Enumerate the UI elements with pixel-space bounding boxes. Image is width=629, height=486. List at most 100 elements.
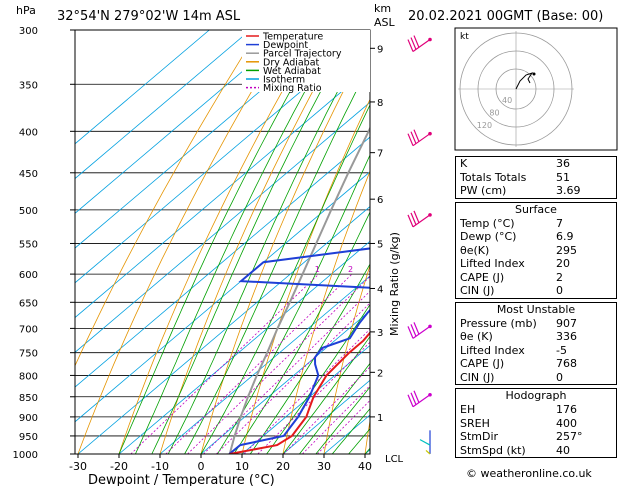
surface-cin-label: CIN (J) [460,284,495,297]
pressure-tick-label: 650 [19,298,38,309]
pressure-tick-label: 300 [19,26,38,37]
mu-theta-value: 336 [556,330,577,343]
isotherm-line [75,32,370,284]
mu-cape-label: CAPE (J) [460,357,505,370]
location-title: 32°54'N 279°02'W 14m ASL [57,9,241,24]
isotherm-line [75,171,370,423]
wet-adiabat-line [299,362,370,454]
legend-entry: Isotherm [263,75,305,86]
altitude-tick-label: 2 [377,368,383,379]
pressure-tick-label: 450 [19,169,38,180]
surface-dewp-label: Dewp (°C) [460,230,517,243]
altitude-tick-label: 8 [377,98,383,109]
surface-theta-label: θe(K) [460,243,490,257]
mixing-ratio-axis-title: Mixing Ratio (g/kg) [388,232,401,336]
wet-adiabat-line [167,30,370,454]
stmdir-label: StmDir [460,430,499,443]
isotherm-line [159,275,370,454]
hodograph-ring-label: 80 [489,109,499,118]
hpa-label: hPa [16,4,36,17]
temperature-tick-label: 20 [276,460,290,473]
wet-adiabat-line [266,303,370,454]
hodograph-trace [515,72,534,90]
isotherm-line [77,206,370,454]
altitude-tick-label: 5 [377,239,383,250]
mixing-ratio-line [203,290,370,454]
wet-adiabat-line [135,30,340,454]
dry-adiabat-line [75,30,260,367]
altitude-tick-label: 4 [377,284,383,295]
indices-panel: K 36 Totals Totals 51 PW (cm) 3.69 Surface … [455,156,617,461]
wind-barb [407,35,432,53]
wet-adiabat-line [233,211,370,454]
surface-li-value: 20 [556,257,570,270]
hodograph-unit-label: kt [460,32,469,42]
surface-theta-value: 295 [556,243,577,257]
isotherm-line [75,30,292,214]
wind-barb [407,129,432,147]
pressure-tick-label: 350 [19,80,38,91]
temperature-tick-label: 40 [358,460,372,473]
hodograph-box-title: Hodograph [505,389,567,402]
dry-adiabat-line [241,98,370,454]
legend-background [242,30,370,92]
isotherm-line [282,379,370,454]
isotherm-line [75,30,251,180]
temperature-line [229,331,370,454]
asl-label: ASL [374,16,396,29]
pressure-tick-label: 700 [19,324,38,335]
isotherm-line [75,67,370,319]
mixing-ratio-line [187,275,370,454]
wind-barb [419,439,431,446]
pressure-tick-label: 1000 [13,450,38,461]
pressure-tick-label: 550 [19,239,38,250]
totals-value: 51 [556,170,570,184]
wet-adiabat-line [331,408,370,454]
temperature-tick-label: -10 [151,460,169,473]
km-label: km [374,2,391,15]
wet-adiabat-line [282,335,370,454]
mixing-ratio-line [165,273,353,454]
stmspd-value: 40 [556,443,570,457]
surface-dewp-value: 6.9 [556,230,574,243]
mu-theta-label: θe (K) [460,330,493,343]
sreh-label: SREH [460,416,490,430]
wet-adiabat-line [315,386,370,454]
mu-pressure-value: 907 [556,316,577,330]
mixing-ratio-label: 2 [348,265,353,274]
hodograph-ring-label: 120 [477,121,492,130]
surface-temp-label: Temp (°C) [460,216,515,230]
dry-adiabat-line [118,30,318,454]
most-unstable-title: Most Unstable [496,302,576,316]
pressure-tick-label: 400 [19,127,38,138]
totals-label: Totals Totals [460,170,527,184]
temperature-tick-label: 10 [235,460,249,473]
stmdir-value: 257° [556,430,583,443]
datetime-title: 20.02.2021 00GMT (Base: 00) [408,9,603,24]
isotherm-line [75,30,333,249]
altitude-tick-label: 6 [377,195,383,206]
mu-li-label: Lifted Index [460,343,525,357]
surface-cape-value: 2 [556,270,563,284]
plot-frame [74,29,371,455]
legend-entry: Temperature [262,32,323,43]
altitude-tick-label: 3 [377,328,383,339]
storm-motion-marker [532,72,536,76]
legend-entry: Wet Adiabat [263,66,321,77]
sreh-value: 400 [556,416,577,430]
pressure-tick-label: 600 [19,270,38,281]
hodograph-ring-label: 40 [502,96,512,105]
wet-adiabat-line [118,30,326,454]
mixing-ratio-label: 8 [422,265,427,274]
temperature-tick-label: 0 [198,460,205,473]
isotherm-line [75,136,370,388]
dry-adiabat-line [200,38,370,454]
wet-adiabat-line [151,30,355,454]
dry-adiabat-line [77,30,289,454]
isotherm-line [241,345,370,454]
pressure-tick-label: 500 [19,206,38,217]
legend-entry: Parcel Trajectory [263,49,342,60]
mu-li-value: -5 [556,343,567,357]
